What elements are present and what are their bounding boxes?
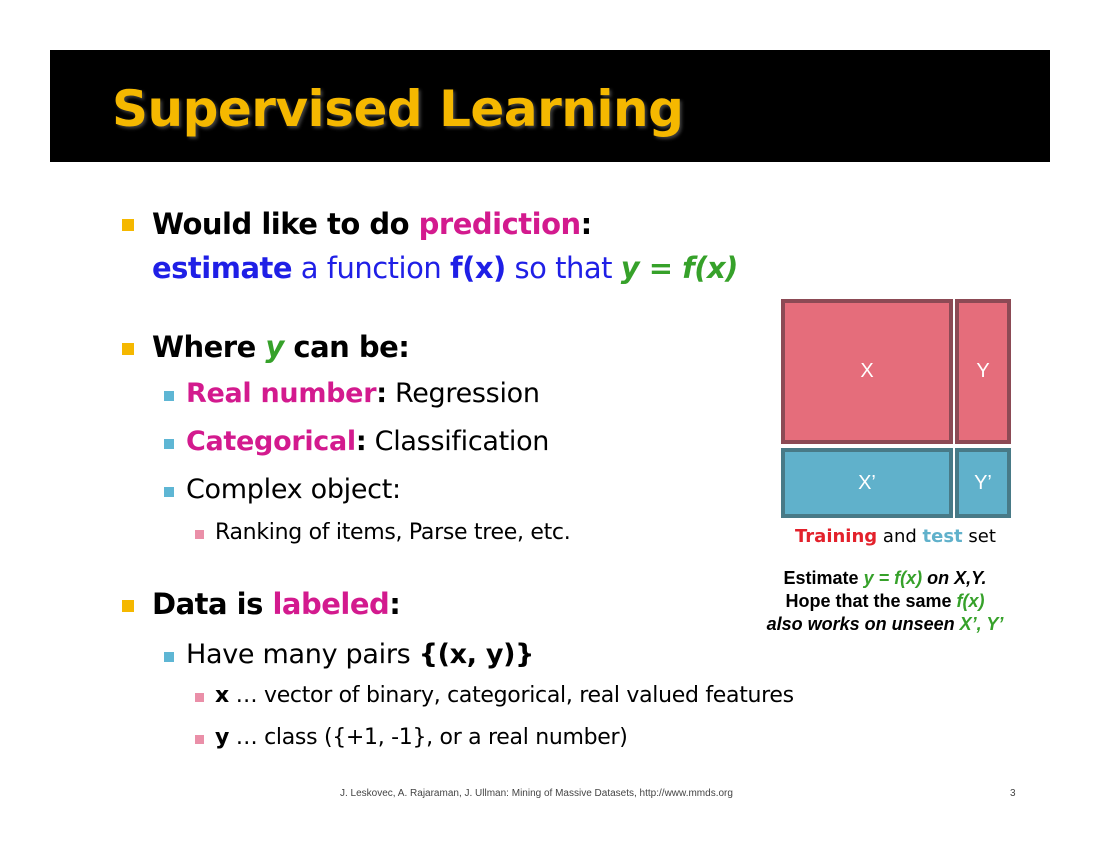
footer-citation: J. Leskovec, A. Rajaraman, J. Ullman: Mi… [340, 788, 733, 799]
sub-sub-bullet-marker [195, 530, 204, 539]
caption-test: test [922, 526, 963, 547]
caption-training: Training [795, 526, 878, 547]
note-text: also works on unseen [766, 614, 960, 634]
sub-bullet-complex-object: Complex object: [186, 474, 401, 505]
sub-bullet-categorical: Categorical: Classification [186, 426, 549, 457]
label-y: Y [976, 360, 990, 382]
bullet-marker [122, 343, 134, 355]
text-y: y [215, 725, 230, 750]
note-equation: y = f(x) [863, 568, 923, 588]
highlight-y: y [265, 330, 284, 364]
sub-bullet-real-number: Real number: Regression [186, 378, 540, 409]
label-y-prime: Y’ [974, 471, 992, 494]
note-text: Hope that the same [785, 591, 957, 611]
sub-bullet-marker [164, 439, 174, 449]
bullet-text-2: can be: [283, 330, 410, 364]
bullet-marker [122, 600, 134, 612]
test-x-box: X’ [781, 448, 953, 518]
sub-sub-bullet-ranking: Ranking of items, Parse tree, etc. [215, 520, 571, 545]
diagram-note: Estimate y = f(x) on X,Y. Hope that the … [720, 567, 1050, 636]
text-x: x [215, 683, 229, 708]
title-bar [50, 50, 1050, 162]
sub-sub-bullet-y: y … class ({+1, -1}, or a real number) [215, 725, 628, 750]
sub-bullet-marker [164, 652, 174, 662]
sub-bullet-marker [164, 391, 174, 401]
highlight-prediction: prediction [418, 207, 582, 241]
page-number: 3 [1010, 788, 1016, 799]
text-y-desc: … class ({+1, -1}, or a real number) [229, 725, 628, 750]
sub-sub-bullet-marker [195, 735, 204, 744]
highlight-labeled: labeled [272, 587, 390, 621]
bullet-text: Data is [152, 587, 273, 621]
line2-text-2: so that [505, 251, 621, 285]
caption-and: and [877, 526, 923, 547]
note-fx: f(x) [956, 591, 985, 611]
bullet-data-labeled: Data is labeled: [152, 587, 401, 621]
colon: : [355, 426, 367, 457]
bullet-marker [122, 219, 134, 231]
label-real-number: Real number [186, 378, 377, 409]
bullet-where-y: Where y can be: [152, 330, 410, 364]
text-have-many-pairs: Have many pairs [186, 639, 419, 670]
note-line-3: also works on unseen X’, Y’ [720, 613, 1050, 636]
label-x: X [860, 360, 874, 382]
text-xy-pairs: {(x, y)} [418, 639, 535, 670]
bullet-prediction-line2: estimate a function f(x) so that y = f(x… [152, 251, 738, 285]
sub-sub-bullet-x: x … vector of binary, categorical, real … [215, 683, 794, 708]
note-line-2: Hope that the same f(x) [720, 590, 1050, 613]
line2-text: a function [292, 251, 450, 285]
equation-y-fx: y = f(x) [620, 251, 739, 285]
label-categorical: Categorical [186, 426, 356, 457]
highlight-fx: f(x) [449, 251, 506, 285]
note-line-1: Estimate y = f(x) on X,Y. [720, 567, 1050, 590]
colon: : [376, 378, 387, 409]
note-text: Estimate [783, 568, 864, 588]
training-x-box: X [781, 299, 953, 444]
diagram-caption: Training and test set [795, 526, 996, 547]
sub-bullet-marker [164, 487, 174, 497]
bullet-colon: : [389, 587, 401, 621]
sub-bullet-pairs: Have many pairs {(x, y)} [186, 639, 534, 670]
highlight-estimate: estimate [152, 251, 293, 285]
label-x-prime: X’ [858, 471, 876, 494]
slide-title: Supervised Learning [112, 80, 684, 138]
training-y-box: Y [955, 299, 1011, 444]
note-text-2: on X,Y. [922, 568, 987, 588]
note-xy-prime: X’, Y’ [959, 614, 1004, 634]
caption-set: set [962, 526, 996, 547]
bullet-text: Where [152, 330, 266, 364]
sub-sub-bullet-marker [195, 693, 204, 702]
text-classification: Classification [366, 426, 550, 457]
bullet-prediction: Would like to do prediction: [152, 207, 592, 241]
bullet-text: Would like to do [152, 207, 419, 241]
text-x-desc: … vector of binary, categorical, real va… [228, 683, 795, 708]
test-y-box: Y’ [955, 448, 1011, 518]
text-regression: Regression [386, 378, 540, 409]
bullet-colon: : [580, 207, 593, 241]
